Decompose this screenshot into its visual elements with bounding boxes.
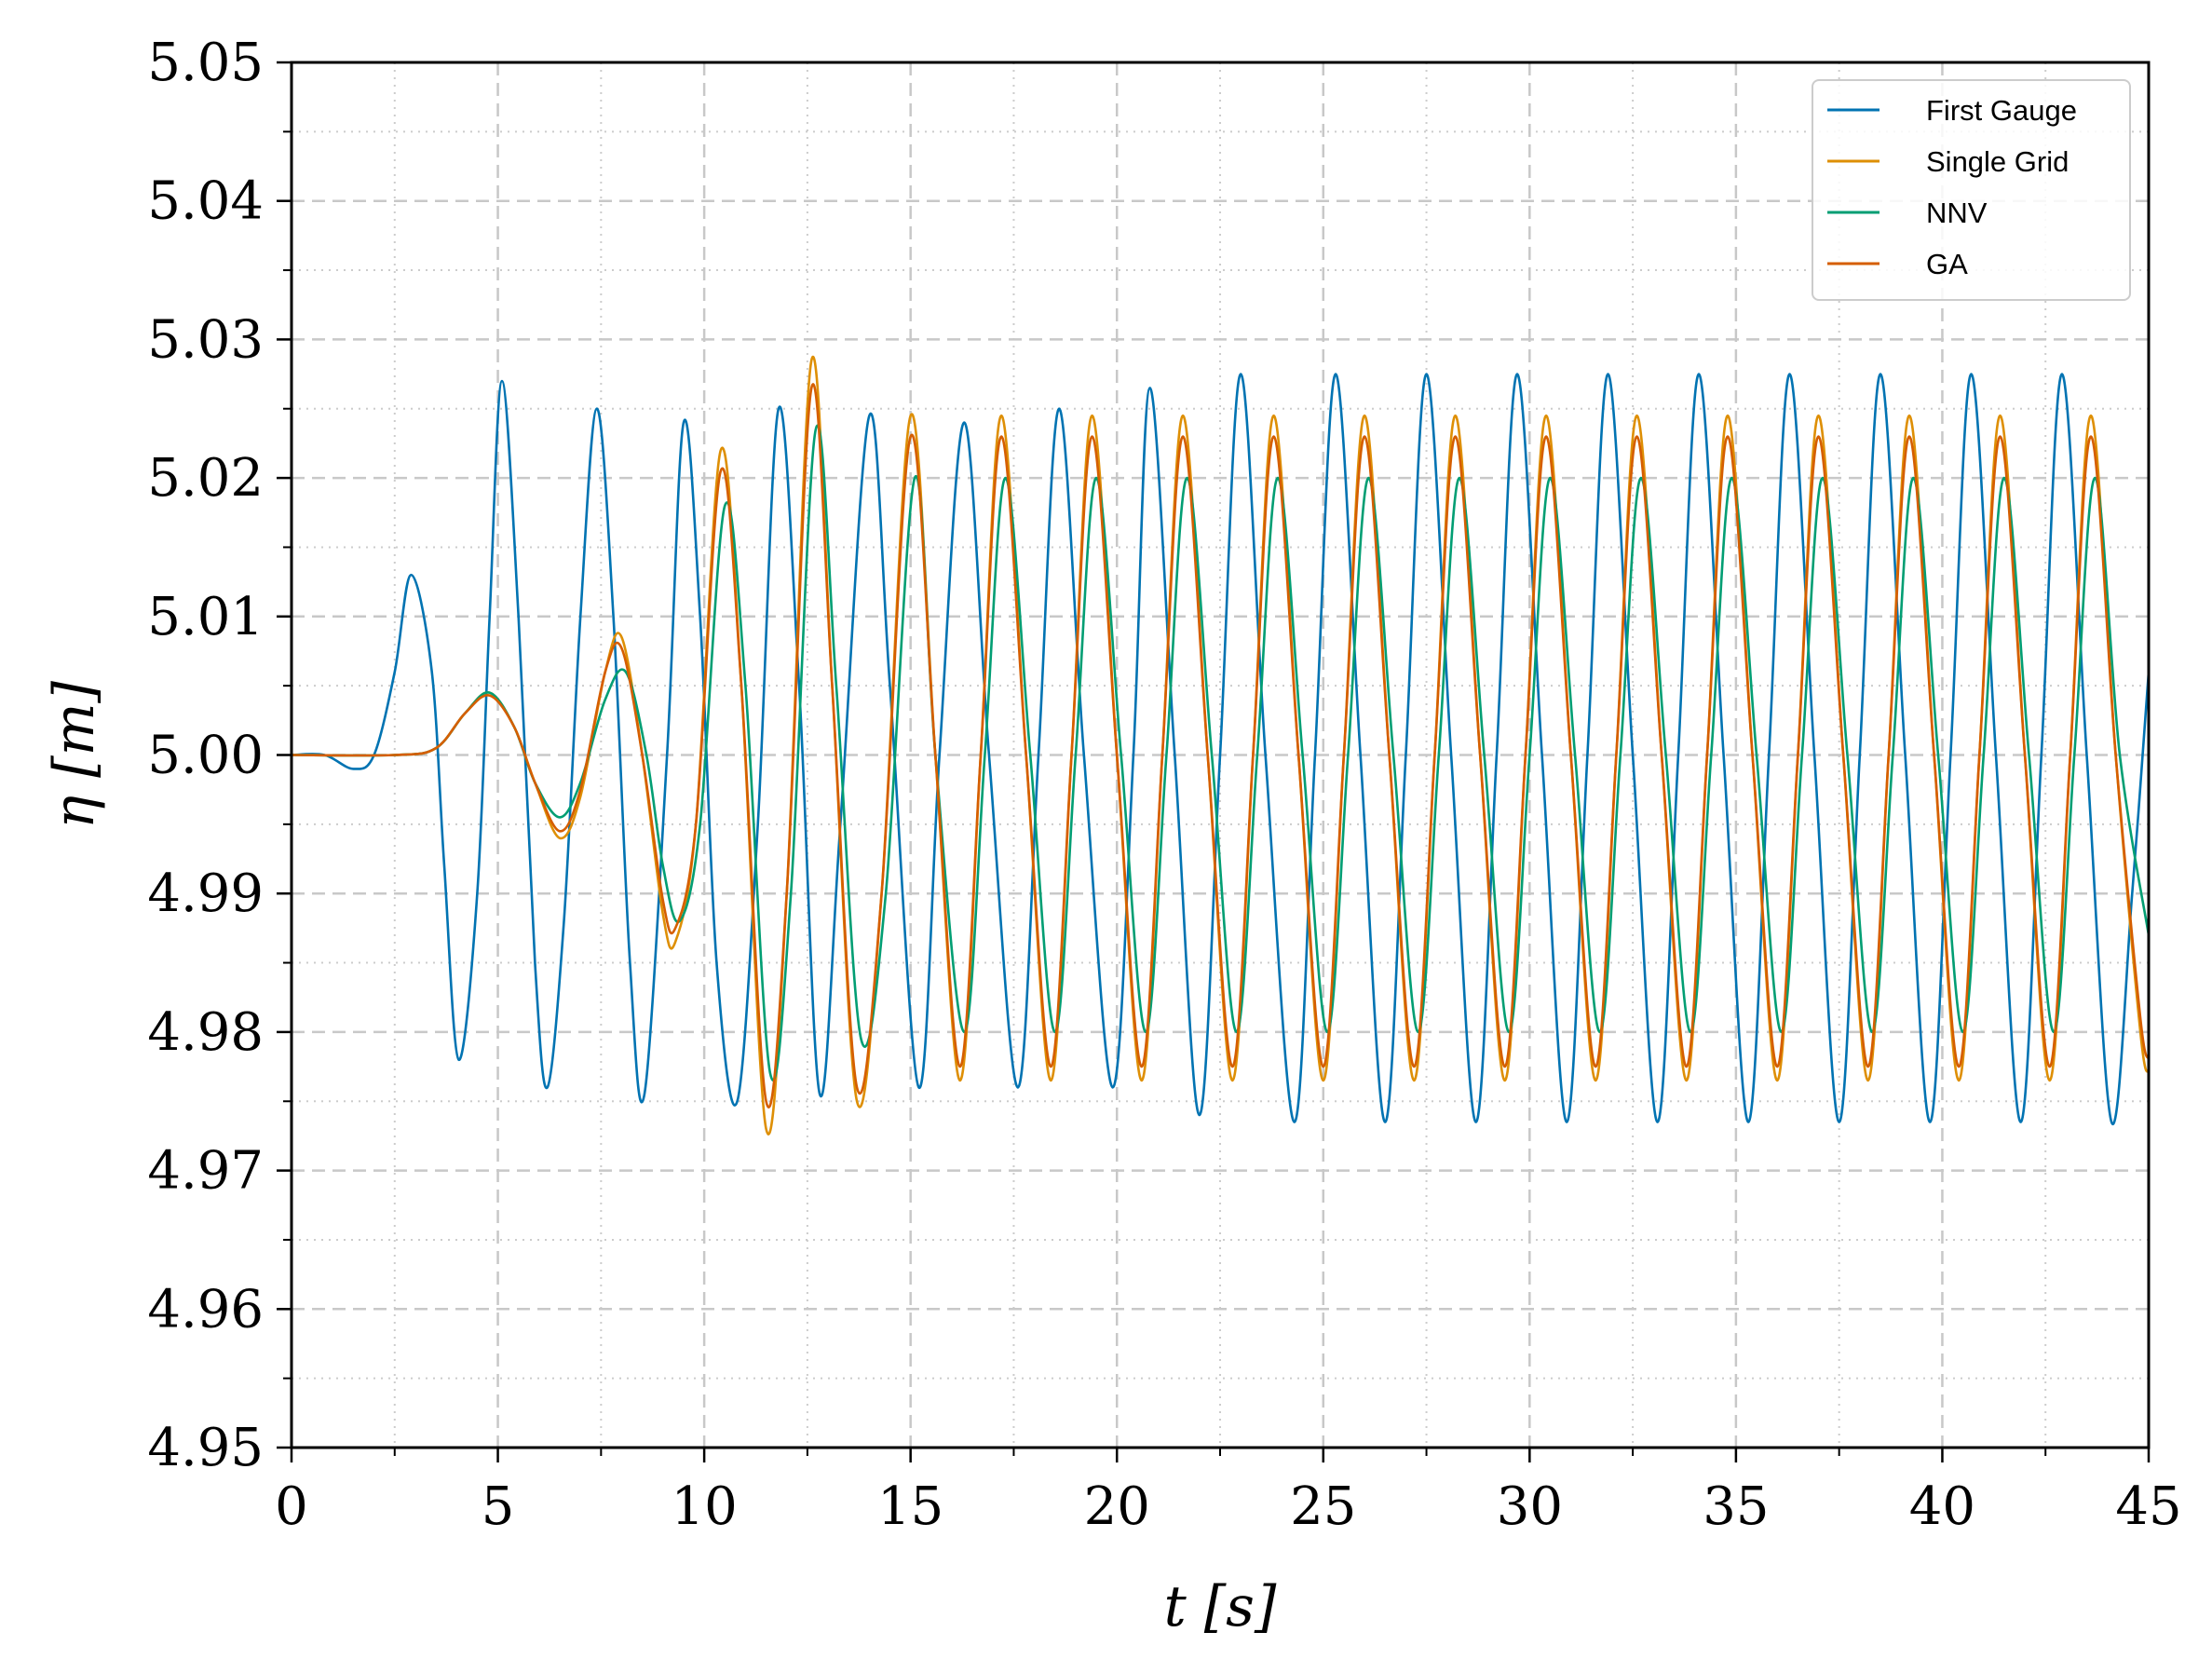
y-tick-label: 5.02	[147, 448, 264, 509]
y-tick-label: 4.99	[147, 864, 264, 924]
axis-ticks: 0 5 10 15 20 25 30 35 40 45 4.95 4.96 4.97 4.98 4.99 5.…	[147, 33, 2181, 1537]
legend-label-single-grid: Single Grid	[1926, 145, 2069, 178]
x-tick-label: 5	[482, 1476, 515, 1537]
series-layer	[291, 356, 2151, 1136]
series-line-ga	[291, 383, 2151, 1109]
legend-box	[1812, 79, 2131, 301]
y-axis-label: η [m]	[42, 681, 107, 829]
x-tick-label: 10	[671, 1476, 737, 1537]
x-tick-label: 25	[1290, 1476, 1356, 1537]
x-tick-label: 45	[2115, 1476, 2181, 1537]
x-tick-label: 35	[1703, 1476, 1769, 1537]
y-tick-label: 4.97	[147, 1141, 264, 1202]
y-tick-label: 4.98	[147, 1002, 264, 1063]
y-tick-label: 5.03	[147, 309, 264, 370]
x-tick-label: 0	[275, 1476, 308, 1537]
legend-label-first-gauge: First Gauge	[1926, 94, 2077, 127]
y-tick-label: 4.96	[147, 1279, 264, 1340]
y-tick-label: 5.01	[147, 587, 264, 647]
series-line-first-gauge	[291, 373, 2151, 1126]
x-tick-label: 20	[1084, 1476, 1150, 1537]
legend-label-nnv: NNV	[1926, 197, 1988, 229]
series-line-nnv	[291, 424, 2151, 1081]
x-axis-label: t [s]	[1164, 1574, 1277, 1639]
y-tick-label: 5.04	[147, 171, 264, 232]
x-tick-label: 15	[877, 1476, 943, 1537]
y-tick-label: 5.05	[147, 33, 264, 93]
x-tick-label: 40	[1909, 1476, 1975, 1537]
x-tick-label: 30	[1497, 1476, 1563, 1537]
y-tick-label: 4.95	[147, 1418, 264, 1478]
legend: First Gauge Single Grid NNV GA	[1812, 79, 2131, 301]
y-tick-label: 5.00	[147, 726, 264, 786]
legend-label-ga: GA	[1926, 248, 1968, 280]
